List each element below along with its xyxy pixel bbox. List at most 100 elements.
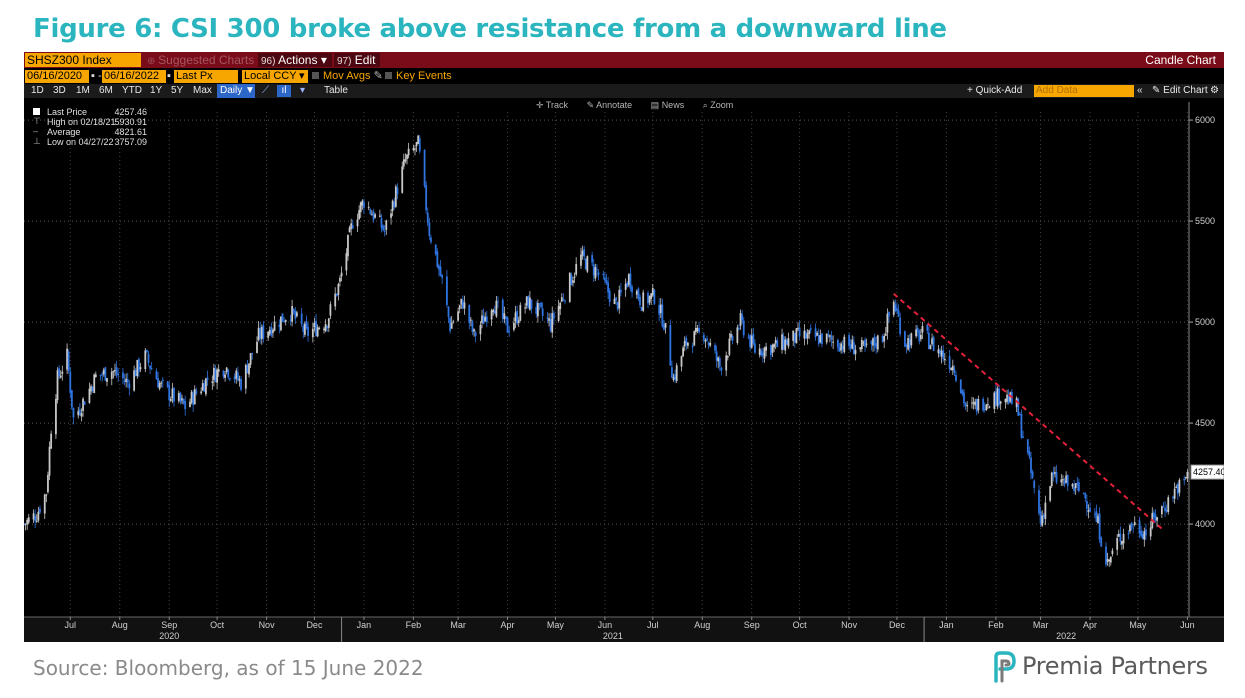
candle-body [280, 316, 282, 331]
x-tick-label: Apr [1083, 620, 1097, 630]
candle-body [406, 154, 408, 160]
candle-body [825, 333, 828, 343]
table-button[interactable]: Table [324, 85, 348, 96]
candle-body [870, 340, 873, 345]
quick-add-button[interactable]: + Quick-Add [967, 85, 1023, 96]
zoom-tool[interactable]: ⌕ Zoom [702, 100, 734, 110]
candle-body [974, 401, 977, 406]
chevron-down-icon[interactable]: ▾ [298, 70, 308, 83]
currency-dropdown[interactable]: Local CCY [242, 70, 306, 83]
candle-icon[interactable]: ıl [277, 85, 291, 97]
period-1m[interactable]: 1M [76, 85, 90, 96]
candle-body [787, 338, 790, 347]
chart-style-icon[interactable]: ▾ [300, 85, 306, 96]
candle-body [631, 286, 633, 293]
gear-icon[interactable]: ⚙ [1210, 85, 1219, 96]
candle-body [460, 298, 463, 305]
candle-body [61, 371, 64, 374]
edit-chart-button[interactable]: ✎ Edit Chart [1152, 84, 1208, 98]
candle-body [1006, 394, 1008, 402]
period-ytd[interactable]: YTD [122, 85, 142, 96]
candle-body [760, 350, 763, 356]
candle-body [396, 187, 399, 195]
candle-body [702, 334, 705, 341]
news-tool[interactable]: ▤ News [650, 100, 685, 110]
candle-body [651, 288, 654, 296]
candle-body [613, 298, 616, 305]
candle-body [262, 325, 265, 339]
field-dropdown[interactable]: Last Px [174, 70, 238, 83]
candle-body [881, 335, 884, 343]
candle-body [248, 363, 250, 375]
frequency-dropdown[interactable]: Daily ▼ [217, 84, 255, 98]
collapse-icon[interactable]: « [1137, 85, 1143, 96]
candle-body [72, 407, 75, 418]
candle-body [862, 342, 865, 344]
candle-body [66, 348, 68, 370]
mov-avgs-toggle[interactable]: Mov Avgs ✎ [312, 70, 383, 83]
candle-body [929, 345, 932, 350]
candle-body [851, 339, 854, 349]
candle-body [414, 148, 416, 150]
candle-body [605, 280, 608, 284]
x-tick-label: Jul [647, 620, 659, 630]
candle-body [693, 331, 696, 346]
candle-body [227, 369, 230, 378]
period-1y[interactable]: 1Y [150, 85, 163, 96]
candle-body [560, 297, 563, 302]
calendar-icon[interactable]: ▪ [167, 70, 171, 82]
candle-body [122, 372, 124, 379]
candle-body [904, 331, 906, 347]
candle-body [407, 148, 410, 156]
candle-body [67, 351, 70, 372]
track-tool[interactable]: ✛ Track [536, 100, 569, 110]
period-3d[interactable]: 3D [53, 85, 66, 96]
candle-body [899, 317, 902, 335]
candle-body [1093, 513, 1096, 515]
candle-body [691, 345, 694, 348]
candle-body [468, 305, 471, 323]
period-5y[interactable]: 5Y [171, 85, 184, 96]
candle-body [726, 355, 729, 358]
candle-body [1055, 471, 1058, 483]
period-6m[interactable]: 6M [99, 85, 113, 96]
key-events-toggle[interactable]: Key Events [385, 70, 452, 83]
candle-body [144, 350, 147, 370]
candle-body [963, 392, 965, 404]
candle-body [888, 312, 890, 317]
candle-body [950, 368, 953, 371]
candle-body [193, 389, 196, 405]
candle-body [639, 296, 641, 306]
edit-menu[interactable]: 97) Edit ▾ [334, 53, 380, 83]
candle-body [852, 342, 855, 355]
ticker-field[interactable]: SHSZ300 Index [25, 53, 141, 67]
candle-body [106, 378, 108, 382]
candle-body [1073, 486, 1075, 492]
end-date-field[interactable]: 06/16/2022 [102, 70, 166, 83]
premia-logo-icon [994, 651, 1016, 683]
annotate-tool[interactable]: ✎ Annotate [586, 100, 633, 110]
candle-body [774, 340, 777, 344]
line-chart-icon[interactable]: ⟋ [262, 85, 269, 96]
candle-body [761, 352, 764, 356]
candle-body [213, 367, 215, 380]
candle-body [883, 335, 886, 342]
add-data-input[interactable]: Add Data [1034, 85, 1134, 97]
candle-body [725, 355, 728, 371]
period-max[interactable]: Max [193, 85, 212, 96]
suggested-charts-button[interactable]: ⊕ Suggested Charts [144, 53, 256, 67]
start-date-field[interactable]: 06/16/2020 [25, 70, 89, 83]
candle-body [1116, 538, 1119, 550]
candle-body [715, 351, 718, 361]
candle-body [1026, 439, 1029, 453]
x-tick-label: Aug [694, 620, 710, 630]
candle-body [374, 214, 376, 218]
candle-body [596, 269, 598, 271]
candle-body [359, 202, 362, 213]
candle-body [530, 299, 533, 309]
candle-body [190, 391, 193, 403]
period-1d[interactable]: 1D [31, 85, 44, 96]
actions-menu[interactable]: 96) Actions ▾ [258, 53, 332, 67]
candle-body [738, 328, 740, 330]
candle-body [214, 369, 217, 382]
